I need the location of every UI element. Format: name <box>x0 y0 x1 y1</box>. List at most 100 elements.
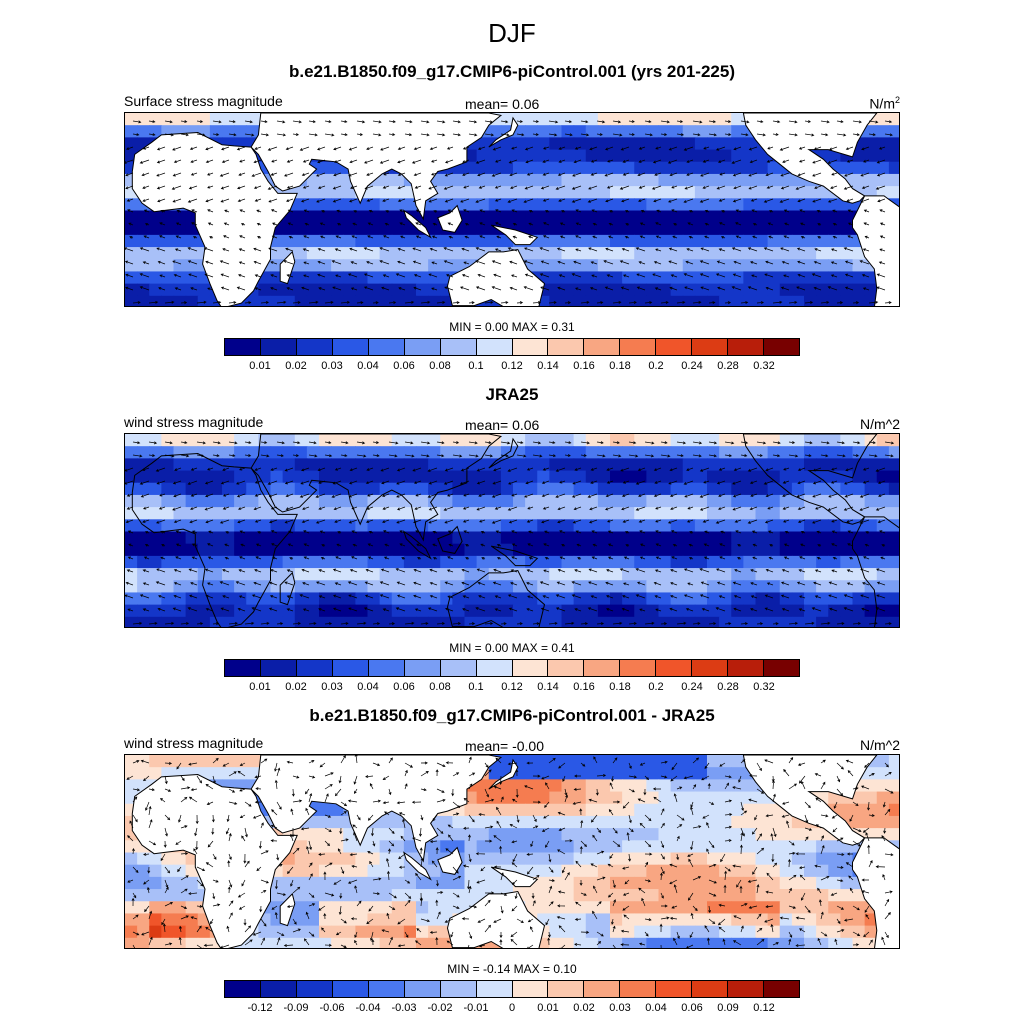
panel-2-map <box>124 433 900 628</box>
page-title: DJF <box>488 18 536 48</box>
colorbar-tick-label: 0.18 <box>609 681 631 693</box>
colorbar-tick-label: 0.02 <box>573 1002 595 1014</box>
colorbar-swatch <box>764 981 799 997</box>
panel-3-colorbar <box>224 980 800 998</box>
colorbar-swatch <box>260 339 297 355</box>
colorbar-tick-label: 0.14 <box>537 681 559 693</box>
colorbar-tick-label: 0.02 <box>285 681 307 693</box>
colorbar-swatch <box>368 981 405 997</box>
colorbar-swatch <box>368 339 405 355</box>
colorbar-swatch <box>225 660 261 676</box>
colorbar-swatch <box>476 981 513 997</box>
colorbar-swatch <box>548 660 585 676</box>
colorbar-tick-label: 0.12 <box>501 681 523 693</box>
colorbar-swatch <box>404 339 441 355</box>
colorbar-swatch <box>476 339 513 355</box>
colorbar-swatch <box>764 660 799 676</box>
panel-3-min-max-label: MIN = -0.14 MAX = 0.10 <box>447 962 577 976</box>
panel-2-colorbar-ticks: 0.01 0.02 0.03 0.04 0.06 0.08 0.1 0.12 0.14 0.16 0… <box>224 681 800 695</box>
colorbar-tick-label: -0.06 <box>319 1002 345 1014</box>
panel-1-colorbar <box>224 338 800 356</box>
panel-2-mean-label: mean= 0.06 <box>465 417 540 433</box>
colorbar-tick-label: 0 <box>508 1002 516 1014</box>
colorbar-swatch <box>296 339 333 355</box>
colorbar-tick-label: 0.1 <box>468 360 484 372</box>
colorbar-tick-label: 0.32 <box>753 360 775 372</box>
colorbar-swatch <box>620 981 657 997</box>
colorbar-swatch <box>692 660 729 676</box>
colorbar-tick-label: 0.24 <box>681 681 703 693</box>
panel-3-colorbar-ticks: -0.12 -0.09 -0.06 -0.04 -0.03 -0.02 -0.01 0 0.01… <box>224 1002 800 1016</box>
colorbar-tick-label: -0.09 <box>283 1002 309 1014</box>
panel-1-variable-label: Surface stress magnitude <box>124 93 283 109</box>
colorbar-tick-label: 0.08 <box>429 360 451 372</box>
colorbar-swatch <box>332 660 369 676</box>
colorbar-tick-label: 0.32 <box>753 681 775 693</box>
colorbar-tick-label: 0.06 <box>681 1002 703 1014</box>
colorbar-tick-label: 0.01 <box>249 360 271 372</box>
colorbar-swatch <box>404 660 441 676</box>
colorbar-swatch <box>620 660 657 676</box>
colorbar-tick-label: 0.04 <box>357 681 379 693</box>
land-masses <box>131 755 899 948</box>
colorbar-swatch <box>584 339 621 355</box>
colorbar-swatch <box>296 660 333 676</box>
colorbar-swatch <box>728 339 765 355</box>
colorbar-swatch <box>728 981 765 997</box>
colorbar-swatch <box>225 339 261 355</box>
colorbar-swatch <box>260 660 297 676</box>
colorbar-swatch <box>368 660 405 676</box>
colorbar-tick-label: 0.06 <box>393 681 415 693</box>
colorbar-swatch <box>512 660 549 676</box>
colorbar-swatch <box>440 981 477 997</box>
panel-2-title: JRA25 <box>485 385 539 404</box>
colorbar-tick-label: 0.12 <box>753 1002 775 1014</box>
panel-3-units-label: N/m^2 <box>859 737 900 753</box>
colorbar-tick-label: 0.03 <box>609 1002 631 1014</box>
colorbar-swatch <box>656 660 693 676</box>
colorbar-swatch <box>476 660 513 676</box>
colorbar-tick-label: 0.12 <box>501 360 523 372</box>
colorbar-swatch <box>656 981 693 997</box>
colorbar-swatch <box>764 339 799 355</box>
colorbar-swatch <box>548 339 585 355</box>
colorbar-swatch <box>728 660 765 676</box>
colorbar-tick-label: -0.03 <box>391 1002 417 1014</box>
colorbar-tick-label: 0.18 <box>609 360 631 372</box>
colorbar-tick-label: 0.02 <box>285 360 307 372</box>
panel-3-map <box>124 754 900 949</box>
colorbar-tick-label: 0.16 <box>573 681 595 693</box>
panel-1-mean-label: mean= 0.06 <box>465 96 540 112</box>
colorbar-swatch <box>296 981 333 997</box>
colorbar-tick-label: 0.28 <box>717 360 739 372</box>
panel-3-mean-label: mean= -0.00 <box>465 738 544 754</box>
panel-1-map <box>124 112 900 307</box>
colorbar-swatch <box>225 981 261 997</box>
land-masses <box>131 434 899 627</box>
colorbar-tick-label: -0.02 <box>427 1002 453 1014</box>
colorbar-swatch <box>332 981 369 997</box>
colorbar-swatch <box>692 981 729 997</box>
colorbar-swatch <box>548 981 585 997</box>
colorbar-swatch <box>692 339 729 355</box>
colorbar-tick-label: 0.2 <box>648 681 664 693</box>
colorbar-tick-label: 0.04 <box>645 1002 667 1014</box>
colorbar-tick-label: 0.04 <box>357 360 379 372</box>
colorbar-swatch <box>332 339 369 355</box>
colorbar-tick-label: 0.24 <box>681 360 703 372</box>
colorbar-tick-label: 0.01 <box>249 681 271 693</box>
panel-1-colorbar-ticks: 0.01 0.02 0.03 0.04 0.06 0.08 0.1 0.12 0.14 0.16 0… <box>224 360 800 374</box>
colorbar-swatch <box>404 981 441 997</box>
colorbar-tick-label: 0.06 <box>393 360 415 372</box>
panel-1-min-max-label: MIN = 0.00 MAX = 0.31 <box>449 320 575 334</box>
colorbar-swatch <box>584 660 621 676</box>
colorbar-tick-label: 0.28 <box>717 681 739 693</box>
colorbar-swatch <box>584 981 621 997</box>
wind-vectors <box>126 755 894 948</box>
colorbar-swatch <box>440 339 477 355</box>
colorbar-swatch <box>440 660 477 676</box>
panel-2-colorbar <box>224 659 800 677</box>
panel-2-min-max-label: MIN = 0.00 MAX = 0.41 <box>449 641 575 655</box>
colorbar-swatch <box>512 339 549 355</box>
colorbar-swatch <box>512 981 549 997</box>
